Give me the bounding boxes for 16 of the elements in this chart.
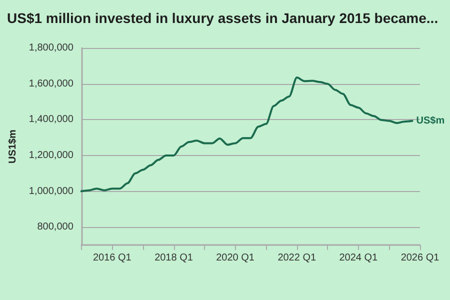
y-axis-title: US1$m — [8, 129, 18, 164]
y-tick-label: 1,400,000 — [28, 114, 74, 126]
x-tick-label: 2020 Q1 — [216, 252, 255, 264]
x-tick-label: 2026 Q1 — [400, 252, 440, 264]
x-tick-label: 2016 Q1 — [92, 252, 132, 264]
line-series — [80, 76, 414, 192]
chart-title: US$1 million invested in luxury assets in January 2015 became... — [7, 10, 438, 26]
y-tick-label: 1,600,000 — [28, 78, 74, 90]
x-tick-label: 2018 Q1 — [154, 252, 194, 264]
x-tick-label: 2022 Q1 — [278, 252, 316, 264]
y-tick-label: 1,200,000 — [28, 150, 74, 161]
y-tick-label: 800,000 — [37, 222, 74, 233]
x-tick-label: 2024 Q1 — [339, 252, 378, 264]
y-tick-label: 1,000,000 — [28, 186, 74, 197]
series-label: US$m — [416, 115, 445, 126]
y-tick-label: 1,800,000 — [28, 42, 74, 54]
